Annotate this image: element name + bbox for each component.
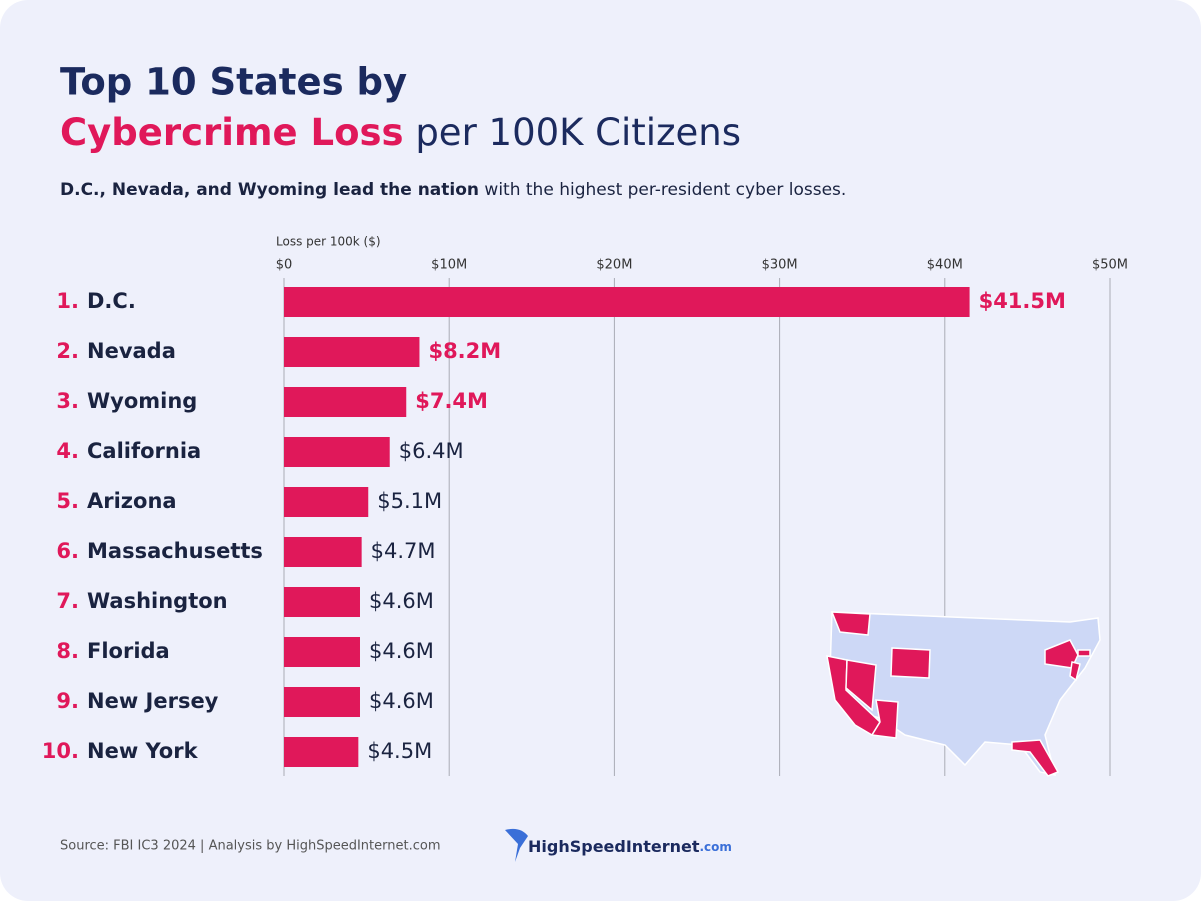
rank-label: 4.	[56, 439, 79, 463]
title-line1: Top 10 States by	[60, 61, 407, 104]
value-label: $4.5M	[367, 739, 432, 763]
bar	[284, 487, 369, 517]
value-label: $8.2M	[428, 339, 501, 363]
rank-label: 3.	[56, 389, 79, 413]
category-label: Wyoming	[87, 389, 197, 413]
bar	[284, 637, 360, 667]
map-wyoming	[890, 647, 931, 679]
rank-label: 6.	[56, 539, 79, 563]
value-label: $4.6M	[369, 689, 434, 713]
rank-label: 1.	[56, 289, 79, 313]
category-label: New York	[87, 739, 199, 763]
value-label: $7.4M	[415, 389, 488, 413]
subtitle: D.C., Nevada, and Wyoming lead the natio…	[60, 180, 846, 200]
category-label: Massachusetts	[87, 539, 263, 563]
bar	[284, 537, 362, 567]
bar	[284, 387, 407, 417]
subtitle-rest: with the highest per-resident cyber loss…	[484, 180, 846, 200]
map-new-york	[1044, 639, 1079, 669]
x-axis-label: Loss per 100k ($)	[276, 235, 381, 249]
x-tick-label: $0	[276, 258, 293, 273]
bar	[284, 437, 390, 467]
category-label: California	[87, 439, 201, 463]
rank-label: 10.	[42, 739, 79, 763]
bar	[284, 737, 359, 767]
rank-label: 5.	[56, 489, 79, 513]
map-arizona	[870, 699, 899, 739]
title-rest: per 100K Citizens	[415, 111, 741, 154]
map-washington	[830, 611, 871, 636]
bar	[284, 337, 420, 367]
bar	[284, 287, 970, 317]
value-label: $4.7M	[371, 539, 436, 563]
x-tick-label: $20M	[596, 258, 632, 273]
category-label: Arizona	[87, 489, 177, 513]
category-label: Florida	[87, 639, 170, 663]
bar	[284, 587, 360, 617]
value-label: $41.5M	[979, 289, 1066, 313]
map-new-jersey	[1069, 661, 1081, 682]
x-tick-label: $30M	[762, 258, 798, 273]
title-highlight: Cybercrime Loss	[60, 111, 404, 154]
value-label: $4.6M	[369, 639, 434, 663]
map-florida	[1011, 739, 1060, 777]
source: Source: FBI IC3 2024 | Analysis by HighS…	[60, 839, 441, 854]
bar	[284, 687, 360, 717]
logo-bird	[505, 828, 528, 862]
category-label: D.C.	[87, 289, 136, 313]
rank-label: 7.	[56, 589, 79, 613]
value-label: $5.1M	[377, 489, 442, 513]
category-label: Nevada	[87, 339, 176, 363]
value-label: $4.6M	[369, 589, 434, 613]
category-label: Washington	[87, 589, 228, 613]
value-label: $6.4M	[399, 439, 464, 463]
rank-label: 8.	[56, 639, 79, 663]
map-nevada	[845, 659, 877, 712]
category-label: New Jersey	[87, 689, 219, 713]
subtitle-bold: D.C., Nevada, and Wyoming lead the natio…	[60, 180, 479, 200]
x-tick-label: $40M	[927, 258, 963, 273]
rank-label: 9.	[56, 689, 79, 713]
title-line2: Cybercrime Loss per 100K Citizens	[60, 111, 741, 154]
x-tick-label: $10M	[431, 258, 467, 273]
us-map	[826, 611, 1101, 777]
x-tick-label: $50M	[1092, 258, 1128, 273]
rank-label: 2.	[56, 339, 79, 363]
logo-suffix: .com	[699, 840, 731, 854]
logo-name: HighSpeedInternet	[528, 837, 700, 856]
logo: HighSpeedInternet.com	[528, 837, 732, 856]
map-massachusetts	[1077, 649, 1091, 657]
